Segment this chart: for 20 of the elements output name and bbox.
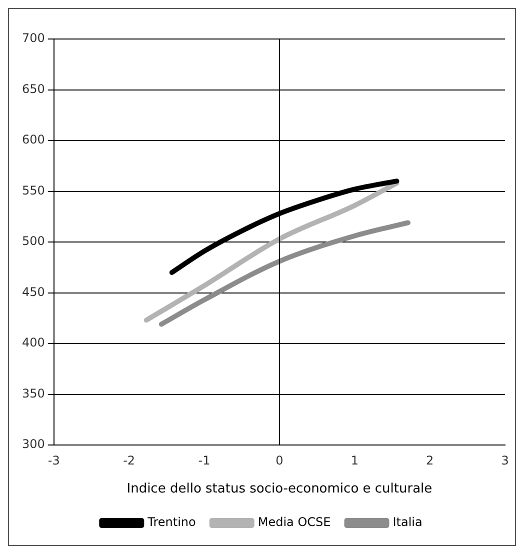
y-tick-label: 400 bbox=[22, 336, 45, 350]
y-tick-label: 550 bbox=[22, 183, 45, 198]
x-tick-label: 1 bbox=[350, 453, 358, 468]
x-tick-label: 3 bbox=[501, 453, 509, 468]
legend-label: Media OCSE bbox=[258, 515, 331, 530]
y-tick-label: 600 bbox=[22, 132, 45, 147]
y-tick-label: 500 bbox=[22, 234, 45, 248]
y-tick-label: 450 bbox=[22, 284, 45, 299]
y-tick-label: 350 bbox=[22, 386, 45, 400]
y-tick-label: 650 bbox=[22, 82, 45, 96]
y-tick-label: 300 bbox=[22, 437, 45, 452]
legend-label: Italia bbox=[392, 515, 422, 530]
x-tick-label: -3 bbox=[48, 453, 60, 468]
legend-label: Trentino bbox=[146, 515, 196, 530]
x-tick-label: 2 bbox=[426, 453, 434, 468]
y-tick-label: 700 bbox=[22, 31, 45, 46]
x-tick-label: -1 bbox=[198, 453, 210, 468]
x-axis-title: Indice dello status socio-economico e culturale bbox=[126, 482, 432, 497]
x-tick-label: -2 bbox=[123, 453, 136, 468]
x-tick-label: 0 bbox=[276, 453, 284, 468]
